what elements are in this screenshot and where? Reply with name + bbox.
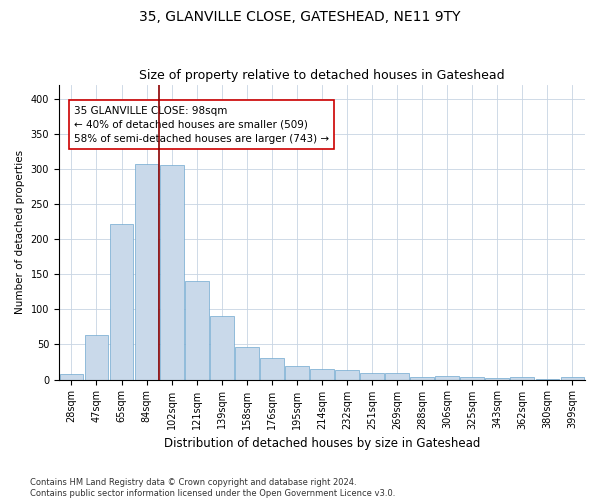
Bar — [160, 166, 184, 380]
Bar — [485, 378, 509, 380]
Bar — [59, 374, 83, 380]
Bar — [260, 358, 284, 380]
Text: 35, GLANVILLE CLOSE, GATESHEAD, NE11 9TY: 35, GLANVILLE CLOSE, GATESHEAD, NE11 9TY — [139, 10, 461, 24]
Bar — [285, 366, 309, 380]
Bar — [360, 372, 384, 380]
Bar — [335, 370, 359, 380]
Title: Size of property relative to detached houses in Gateshead: Size of property relative to detached ho… — [139, 69, 505, 82]
Bar — [560, 377, 584, 380]
Bar — [134, 164, 158, 380]
Bar — [110, 224, 133, 380]
Text: 35 GLANVILLE CLOSE: 98sqm
← 40% of detached houses are smaller (509)
58% of semi: 35 GLANVILLE CLOSE: 98sqm ← 40% of detac… — [74, 106, 329, 144]
Text: Contains HM Land Registry data © Crown copyright and database right 2024.
Contai: Contains HM Land Registry data © Crown c… — [30, 478, 395, 498]
X-axis label: Distribution of detached houses by size in Gateshead: Distribution of detached houses by size … — [164, 437, 480, 450]
Bar — [310, 369, 334, 380]
Bar — [410, 377, 434, 380]
Y-axis label: Number of detached properties: Number of detached properties — [15, 150, 25, 314]
Bar — [235, 346, 259, 380]
Bar — [185, 281, 209, 380]
Bar — [436, 376, 459, 380]
Bar — [210, 316, 233, 380]
Bar — [460, 377, 484, 380]
Bar — [385, 372, 409, 380]
Bar — [85, 336, 109, 380]
Bar — [511, 377, 534, 380]
Bar — [536, 379, 559, 380]
